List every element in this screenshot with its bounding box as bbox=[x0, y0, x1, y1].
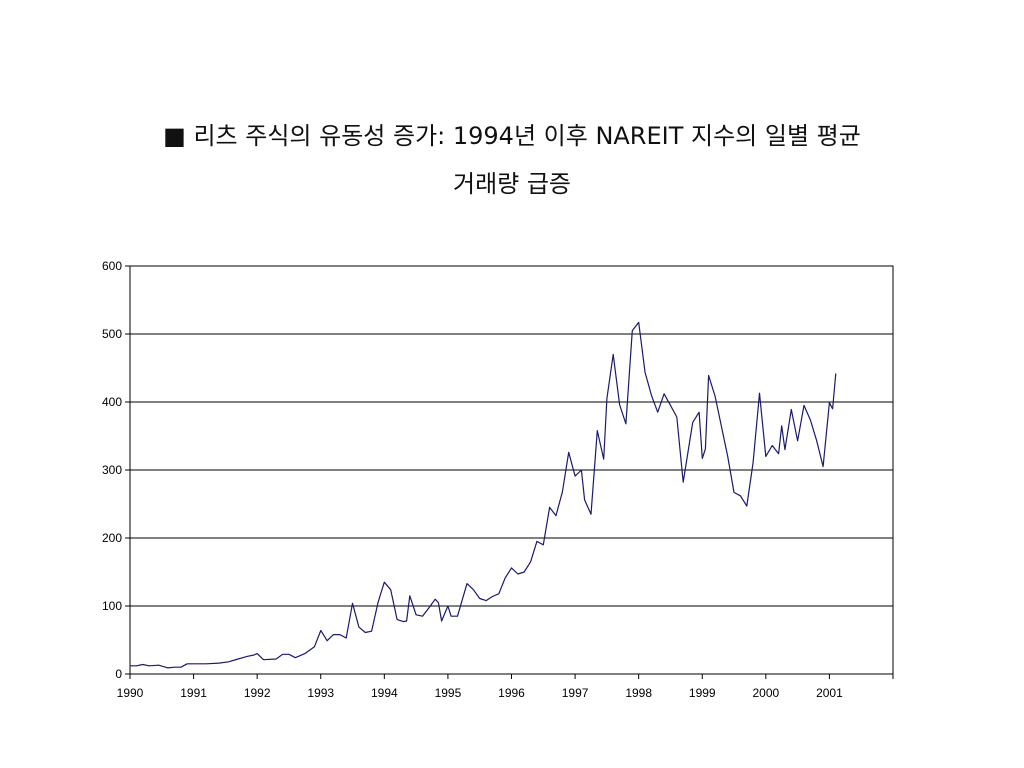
title-line-1: ■ 리츠 주식의 유동성 증가: 1994년 이후 NAREIT 지수의 일별 … bbox=[163, 122, 861, 150]
series-line-0 bbox=[130, 321, 837, 669]
x-tick-label: 1992 bbox=[244, 686, 271, 700]
x-tick-label: 2000 bbox=[752, 686, 779, 700]
x-tick-label: 1999 bbox=[689, 686, 716, 700]
y-axis: 0 100 200 300 400 500 600 bbox=[102, 259, 130, 681]
x-tick-label: 1995 bbox=[435, 686, 462, 700]
y-tick-label: 100 bbox=[102, 599, 122, 613]
x-tick-label: 2001 bbox=[816, 686, 843, 700]
x-tick-label: 1994 bbox=[371, 686, 398, 700]
x-tick-label: 1996 bbox=[498, 686, 525, 700]
y-tick-label: 0 bbox=[115, 667, 122, 681]
x-tick-label: 1997 bbox=[562, 686, 589, 700]
x-tick-label: 1993 bbox=[307, 686, 334, 700]
x-axis: 1990 1991 1992 1993 1994 1995 1996 1997 1998 1999… bbox=[117, 674, 894, 700]
series-layer bbox=[130, 321, 837, 669]
slide-title: ■ 리츠 주식의 유동성 증가: 1994년 이후 NAREIT 지수의 일별 … bbox=[0, 112, 1024, 208]
y-tick-label: 600 bbox=[102, 259, 122, 273]
y-tick-label: 400 bbox=[102, 395, 122, 409]
y-tick-label: 500 bbox=[102, 327, 122, 341]
x-tick-label: 1990 bbox=[117, 686, 144, 700]
x-tick-label: 1991 bbox=[180, 686, 207, 700]
title-line-2: 거래량 급증 bbox=[452, 170, 572, 198]
y-tick-label: 200 bbox=[102, 531, 122, 545]
y-tick-label: 300 bbox=[102, 463, 122, 477]
x-tick-label: 1998 bbox=[625, 686, 652, 700]
grid-lines bbox=[130, 333, 893, 607]
